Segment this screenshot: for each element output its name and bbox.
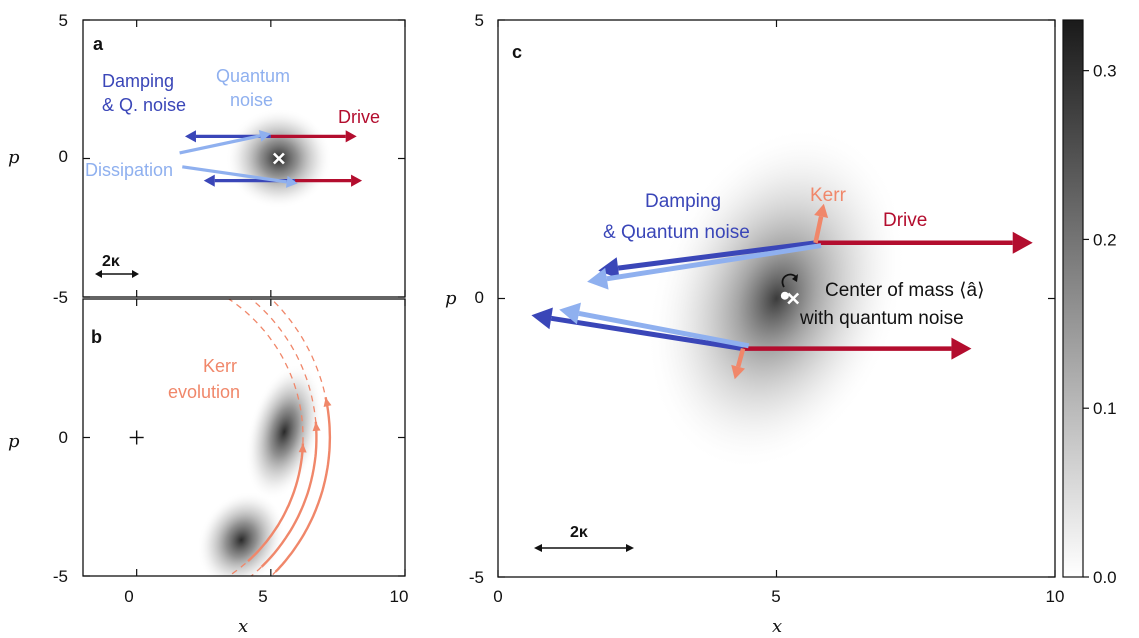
kerr-arcs [227, 299, 332, 576]
ytick-a-bottom: -5 [53, 288, 68, 307]
ytick-c-mid: 0 [475, 288, 484, 307]
scale-bar: 2κ [95, 253, 139, 278]
panel-c: c Damping & Quantum noise Kerr Drive Cen… [445, 11, 1064, 637]
arrow-kerr-upper-shaft [813, 216, 824, 244]
label-kerr-line1: Kerr [203, 356, 237, 376]
wigner-density [245, 363, 323, 501]
colorbar-tick-label: 0.2 [1093, 230, 1117, 249]
xlabel-b: x [238, 616, 248, 637]
center-dot-marker [780, 291, 789, 300]
label-kerr: Kerr [810, 185, 847, 206]
label-quantum-line2: noise [230, 90, 273, 110]
xtick-c-5: 5 [771, 587, 780, 606]
arrow-kerr-lower-shaft [735, 348, 746, 368]
ytick-a-mid: 0 [59, 147, 68, 166]
scale-label: 2κ [570, 524, 588, 541]
arrow-kerr-upper-head [814, 203, 829, 219]
arrow-damping-upper-head [598, 257, 620, 280]
label-with-quantum-noise: with quantum noise [799, 308, 964, 329]
ylabel-b: p [8, 431, 20, 452]
label-damping-line1: Damping [645, 191, 721, 212]
arrow-damping-lower-head [203, 174, 215, 187]
origin-marker [129, 430, 144, 445]
label-damping-line2: & Quantum noise [603, 222, 750, 243]
arrow-dissipation-lower-shaft [182, 165, 288, 184]
label-damping-line2: & Q. noise [102, 95, 186, 115]
ytick-c-bottom: -5 [469, 568, 484, 587]
arrow-drive-lower-head [951, 337, 972, 360]
arrow-qnoise-lower-head [559, 302, 581, 325]
kerr-arc-head [298, 443, 307, 453]
wigner-density [646, 125, 907, 472]
arrow-quantum-noise-upper-head [258, 129, 271, 142]
ticks [497, 19, 1056, 578]
panel-label-a: a [93, 34, 104, 54]
scale-label: 2κ [102, 253, 120, 270]
kerr-solid-arc [274, 397, 332, 573]
arrows [179, 129, 363, 188]
colorbar-tick-label: 0.3 [1093, 62, 1117, 81]
ytick-b-bottom: -5 [53, 567, 68, 586]
scale-bar: 2κ [534, 524, 634, 552]
center-x-marker [272, 152, 285, 165]
colorbar-tick-label: 0.1 [1093, 399, 1117, 418]
ytick-a-top: 5 [59, 11, 68, 30]
xtick-b-0: 0 [124, 587, 133, 606]
ytick-c-top: 5 [475, 11, 484, 30]
wigner-blob [646, 125, 907, 472]
colorbar-gradient [1062, 19, 1084, 578]
panel-label-c: c [512, 42, 522, 62]
arrow-qnoise-upper-shaft [606, 243, 822, 282]
arrow-qnoise-upper-head [587, 267, 609, 290]
arrow-qnoise-lower-shaft [578, 310, 750, 349]
colorbar-ticks: 0.0 0.1 0.2 0.3 [1083, 62, 1117, 587]
xtick-c-10: 10 [1046, 587, 1065, 606]
xtick-b-5: 5 [258, 587, 267, 606]
ticks [83, 19, 406, 298]
xtick-b-10: 10 [390, 587, 409, 606]
arrow-drive-upper-head [1012, 231, 1033, 254]
center-x-marker [787, 292, 800, 305]
label-kerr-line2: evolution [168, 382, 240, 402]
label-drive: Drive [883, 210, 927, 231]
kerr-solid-arc [260, 421, 318, 568]
colorbar-tick-label: 0.0 [1093, 568, 1117, 587]
arrow-dissipation-lower-head [285, 175, 298, 188]
arrow-drive-upper-head [345, 130, 357, 143]
ylabel-c: p [445, 288, 457, 309]
label-dissipation: Dissipation [85, 160, 173, 180]
arrow-drive-lower-head [351, 174, 363, 187]
kerr-arc-head [323, 397, 332, 407]
label-center-of-mass: Center of mass ⟨â⟩ [825, 280, 985, 301]
arrow-damping-upper-head [184, 130, 196, 143]
arrows [531, 203, 1033, 380]
colorbar: 0.0 0.1 0.2 0.3 [1062, 19, 1117, 587]
center-marker [780, 291, 800, 305]
label-damping-line1: Damping [102, 71, 174, 91]
panel-a: a Damping & Q. noise Quantum noise Drive… [8, 11, 406, 307]
arrow-damping-upper-shaft [617, 240, 816, 271]
arrow-damping-lower-head [531, 307, 553, 330]
kerr-arc-head [312, 421, 321, 432]
arrow-damping-lower-shaft [550, 315, 744, 352]
ytick-b-mid: 0 [59, 428, 68, 447]
arrow-quantum-noise-upper-shaft [179, 134, 261, 155]
panel-b: b Kerr evolution 0 -5 p 0 5 10 x [8, 298, 409, 637]
xtick-c-0: 0 [493, 587, 502, 606]
label-drive: Drive [338, 107, 380, 127]
center-marker [272, 152, 285, 165]
arrow-kerr-lower-head [731, 364, 746, 380]
rotation-arrowhead-icon [792, 274, 798, 282]
panel-label-b: b [91, 327, 102, 347]
label-quantum-line1: Quantum [216, 66, 290, 86]
ticks [83, 299, 406, 577]
xlabel-c: x [772, 616, 782, 637]
ylabel-a: p [8, 147, 20, 168]
kerr-solid-arc [247, 443, 305, 562]
